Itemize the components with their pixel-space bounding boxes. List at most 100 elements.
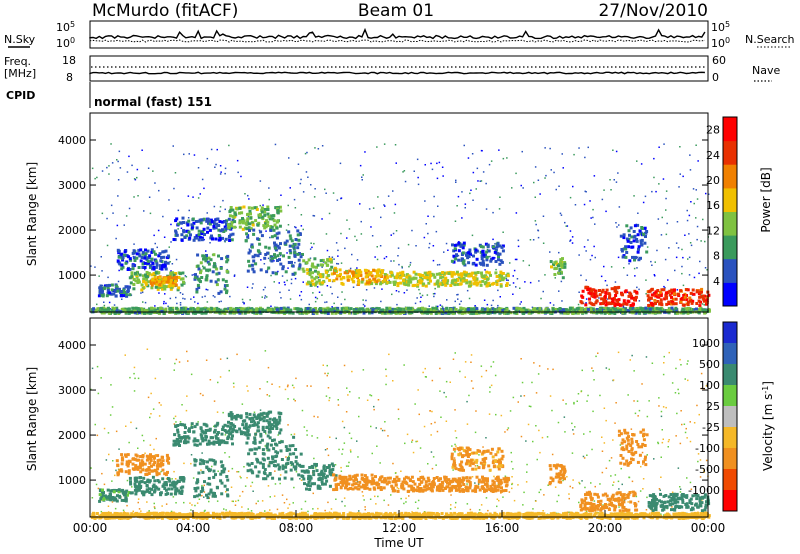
scatter-echo xyxy=(318,291,321,293)
scatter-echo xyxy=(293,386,295,389)
scatter-echo xyxy=(225,491,227,493)
echo-cell xyxy=(313,283,317,287)
scatter-echo xyxy=(312,214,314,217)
scatter-echo xyxy=(206,157,209,160)
echo-cell xyxy=(433,282,437,286)
echo-cell xyxy=(275,220,279,224)
scatter-echo xyxy=(529,281,532,284)
echo-cell xyxy=(686,303,690,306)
echo-cell xyxy=(217,271,221,275)
echo-cell xyxy=(206,309,209,313)
scatter-echo xyxy=(314,296,317,299)
scatter-echo xyxy=(572,429,574,431)
echo-cell xyxy=(423,271,427,275)
scatter-echo xyxy=(219,165,222,167)
echo-cell xyxy=(652,302,656,306)
echo-cell xyxy=(226,258,230,262)
echo-cell xyxy=(603,294,607,298)
scatter-echo xyxy=(284,283,286,286)
echo-cell xyxy=(249,309,253,313)
scatter-echo xyxy=(415,440,417,443)
echo-cell xyxy=(491,256,495,260)
colorbar-tick-label: 8 xyxy=(713,250,720,263)
echo-cell xyxy=(271,214,275,218)
scatter-echo xyxy=(605,467,608,469)
echo-cell xyxy=(215,283,219,287)
scatter-echo xyxy=(376,445,378,447)
scatter-echo xyxy=(190,373,193,376)
echo-cell xyxy=(146,280,150,284)
echo-cell xyxy=(123,250,127,254)
scatter-echo xyxy=(294,226,296,228)
echo-cell xyxy=(126,464,130,468)
scatter-echo xyxy=(565,403,567,405)
colorbar-tick-label: 24 xyxy=(706,149,720,162)
scatter-echo xyxy=(313,415,315,418)
echo-cell xyxy=(126,290,130,294)
echo-cell xyxy=(215,222,219,226)
echo-cell xyxy=(659,298,663,302)
scatter-echo xyxy=(262,289,265,291)
echo-cell xyxy=(622,299,626,303)
echo-cell xyxy=(459,272,463,276)
echo-cell xyxy=(393,283,396,286)
scatter-echo xyxy=(506,157,508,159)
echo-cell xyxy=(161,455,164,459)
echo-cell xyxy=(153,275,157,279)
echo-cell xyxy=(589,307,593,310)
echo-cell xyxy=(491,282,494,286)
scatter-echo xyxy=(343,426,346,429)
scatter-echo xyxy=(279,482,281,485)
scatter-echo xyxy=(650,509,653,511)
scatter-echo xyxy=(268,395,271,397)
scatter-echo xyxy=(689,154,691,156)
scatter-echo xyxy=(499,196,501,198)
echo-cell xyxy=(189,307,193,311)
scatter-echo xyxy=(680,364,682,366)
echo-cell xyxy=(666,309,670,313)
echo-cell xyxy=(494,271,498,275)
echo-cell xyxy=(637,258,641,262)
scatter-echo xyxy=(264,286,266,289)
echo-cell xyxy=(411,284,415,288)
echo-cell xyxy=(141,286,145,290)
scatter-echo xyxy=(424,164,426,166)
scatter-echo xyxy=(196,502,199,504)
scatter-echo xyxy=(457,254,460,257)
echo-cell xyxy=(701,308,705,312)
scatter-echo xyxy=(125,425,127,427)
echo-cell xyxy=(215,306,219,310)
echo-cell xyxy=(269,308,273,312)
echo-cell xyxy=(202,254,206,258)
echo-cell xyxy=(209,307,213,310)
scatter-echo xyxy=(512,396,515,399)
scatter-echo xyxy=(236,471,238,473)
scatter-echo xyxy=(653,458,655,460)
scatter-echo xyxy=(214,296,216,298)
echo-cell xyxy=(423,311,427,315)
echo-cell xyxy=(330,265,334,269)
scatter-echo xyxy=(220,300,222,303)
scatter-echo xyxy=(687,360,689,362)
echo-cell xyxy=(626,308,630,312)
echo-cell xyxy=(274,246,278,250)
scatter-echo xyxy=(657,441,659,444)
scatter-echo xyxy=(599,483,601,485)
echo-cell xyxy=(291,264,295,268)
scatter-echo xyxy=(616,226,618,228)
scatter-echo xyxy=(130,421,132,424)
echo-cell xyxy=(260,234,264,238)
power-colorbar-label: Power [dB] xyxy=(759,167,773,232)
scatter-echo xyxy=(642,478,645,480)
echo-cell xyxy=(698,308,702,312)
nsearch-tick-low: 100 xyxy=(711,36,730,50)
echo-cell xyxy=(374,274,378,278)
echo-cell xyxy=(480,271,483,275)
echo-cell xyxy=(634,309,638,313)
scatter-echo xyxy=(322,364,324,366)
scatter-echo xyxy=(239,475,241,478)
scatter-echo xyxy=(701,303,704,305)
scatter-echo xyxy=(356,259,359,261)
scatter-echo xyxy=(637,500,640,503)
echo-cell xyxy=(487,249,491,253)
